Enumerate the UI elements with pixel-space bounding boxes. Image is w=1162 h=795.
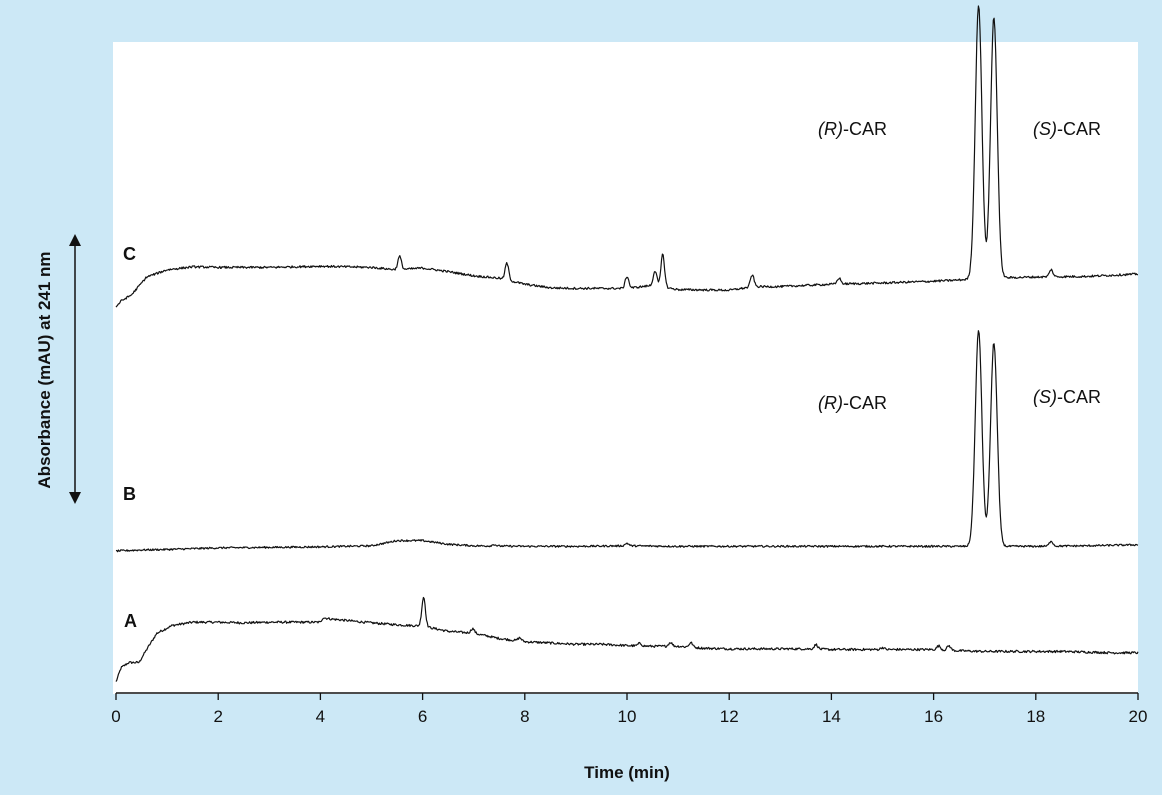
x-tick-label: 20 <box>1129 707 1148 726</box>
peak-label-s-car-b: (S)-CAR <box>1033 387 1101 407</box>
x-tick-label: 0 <box>111 707 120 726</box>
x-ticks-group: 0 2 4 6 8 10 12 14 16 18 20 <box>111 693 1147 726</box>
trace-line-c <box>115 5 1138 308</box>
trace-label-b: B <box>123 484 136 504</box>
trace-line-a <box>115 596 1139 682</box>
peak-label-r-car-b: (R)-CAR <box>818 393 887 413</box>
x-tick-label: 4 <box>316 707 325 726</box>
x-tick-label: 18 <box>1026 707 1045 726</box>
peak-label-s-car-c: (S)-CAR <box>1033 119 1101 139</box>
plot-area <box>113 42 1138 694</box>
trace-line-b <box>115 330 1139 553</box>
peak-label-r-car-c: (R)-CAR <box>818 119 887 139</box>
traces-group <box>115 5 1139 682</box>
x-tick-label: 10 <box>618 707 637 726</box>
x-tick-label: 14 <box>822 707 841 726</box>
y-axis-title: Absorbance (mAU) at 241 nm <box>35 251 54 488</box>
x-tick-label: 2 <box>213 707 222 726</box>
trace-label-c: C <box>123 244 136 264</box>
x-tick-label: 16 <box>924 707 943 726</box>
x-tick-label: 8 <box>520 707 529 726</box>
x-tick-label: 12 <box>720 707 739 726</box>
trace-label-a: A <box>124 611 137 631</box>
x-tick-label: 6 <box>418 707 427 726</box>
x-axis-title: Time (min) <box>584 763 670 782</box>
